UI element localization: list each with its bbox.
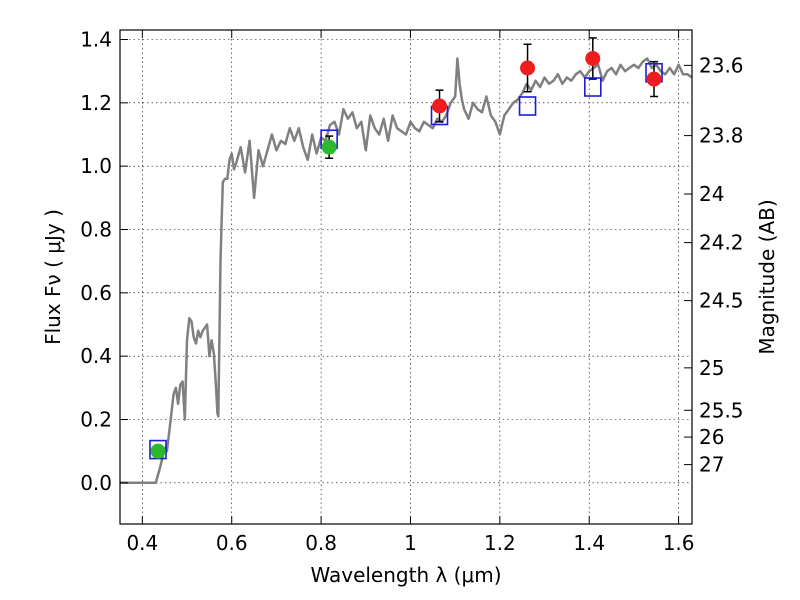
- observed-point: [321, 139, 337, 155]
- y-tick-labels: 0.0 0.2 0.4 0.6 0.8 1.0 1.2 1.4: [80, 28, 112, 495]
- right-tick-label: 23.6: [699, 53, 744, 77]
- y-tick-label: 1.4: [80, 28, 112, 52]
- y-tick-label: 0.4: [80, 344, 112, 368]
- y-tick-label: 0.2: [80, 408, 112, 432]
- plot-frame: [119, 29, 693, 525]
- y-tick-label: 0.8: [80, 218, 112, 242]
- x-tick-label: 0.8: [305, 531, 337, 555]
- y-tick-label: 1.0: [80, 154, 112, 178]
- observed-flux-markers: [150, 51, 662, 459]
- y-tick-label: 0.6: [80, 281, 112, 305]
- right-tick-label: 25: [699, 356, 724, 380]
- x-tick-label: 0.4: [126, 531, 158, 555]
- right-tick-label: 26: [699, 425, 724, 449]
- right-tick-label: 24.5: [699, 289, 744, 313]
- x-tick-labels: 0.4 0.6 0.8 1 1.2 1.4 1.6: [126, 531, 694, 555]
- observed-point: [520, 60, 536, 76]
- observed-point: [646, 71, 662, 87]
- observed-point: [585, 51, 601, 66]
- grid: [120, 30, 692, 524]
- y-tick-label: 1.2: [80, 91, 112, 115]
- right-tick-label: 24.2: [699, 231, 744, 255]
- right-magnitude-tick-labels: 23.6 23.8 24 24.2 24.5 25 25.5 26 27: [699, 53, 744, 476]
- template-spectrum-line: [120, 57, 693, 485]
- axis-ticks: [120, 30, 692, 524]
- x-tick-label: 1.2: [484, 531, 516, 555]
- right-tick-label: 23.8: [699, 124, 744, 148]
- observed-point: [432, 98, 448, 114]
- observed-point: [150, 443, 166, 459]
- x-tick-label: 1: [404, 531, 417, 555]
- model-point: [518, 96, 537, 116]
- right-tick-label: 27: [699, 453, 724, 477]
- x-tick-label: 1.6: [663, 531, 695, 555]
- x-axis-label: Wavelength λ (μm): [310, 563, 501, 587]
- y-axis-label: Flux Fν ( μJy ): [41, 209, 65, 345]
- y-tick-label: 0.0: [80, 471, 112, 495]
- right-tick-label: 24: [699, 182, 724, 206]
- template-spectrum: [120, 57, 693, 485]
- right-tick-label: 25.5: [699, 398, 744, 422]
- x-tick-label: 1.4: [573, 531, 605, 555]
- right-axis-label: Magnitude (AB): [755, 199, 779, 354]
- x-tick-label: 0.6: [216, 531, 248, 555]
- model-point: [583, 77, 602, 97]
